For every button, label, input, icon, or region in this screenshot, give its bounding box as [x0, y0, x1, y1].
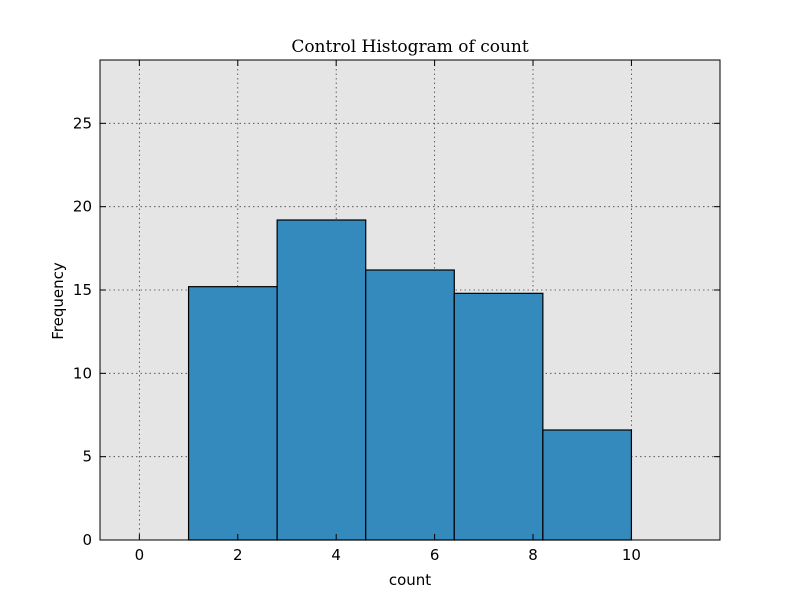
histogram-bar-4: [453, 292, 544, 541]
y-tick-label: 5: [82, 448, 92, 466]
bars: [187, 219, 633, 541]
y-tick-label: 0: [82, 531, 92, 549]
y-axis-label: Frequency: [49, 262, 67, 340]
plot-area: [99, 59, 721, 541]
y-tick-label: 15: [73, 281, 92, 299]
y-tick-label: 20: [73, 198, 92, 216]
x-tick-label: 4: [331, 546, 341, 564]
x-tick-label: 8: [528, 546, 538, 564]
axis-ticks: [100, 60, 720, 541]
x-tick-label: 6: [430, 546, 440, 564]
x-tick-label: 2: [233, 546, 243, 564]
y-tick-label: 10: [73, 364, 92, 382]
x-tick-label: 0: [135, 546, 145, 564]
histogram-bar-1: [187, 286, 278, 541]
histogram-bar-2: [276, 219, 367, 541]
x-tick-label: 10: [622, 546, 641, 564]
plot-frame: [99, 59, 721, 541]
histogram-bar-3: [365, 269, 455, 541]
y-tick-label: 25: [73, 114, 92, 132]
x-axis-label: count: [389, 571, 431, 589]
histogram-bar-5: [542, 429, 633, 541]
chart-title: Control Histogram of count: [291, 37, 529, 57]
